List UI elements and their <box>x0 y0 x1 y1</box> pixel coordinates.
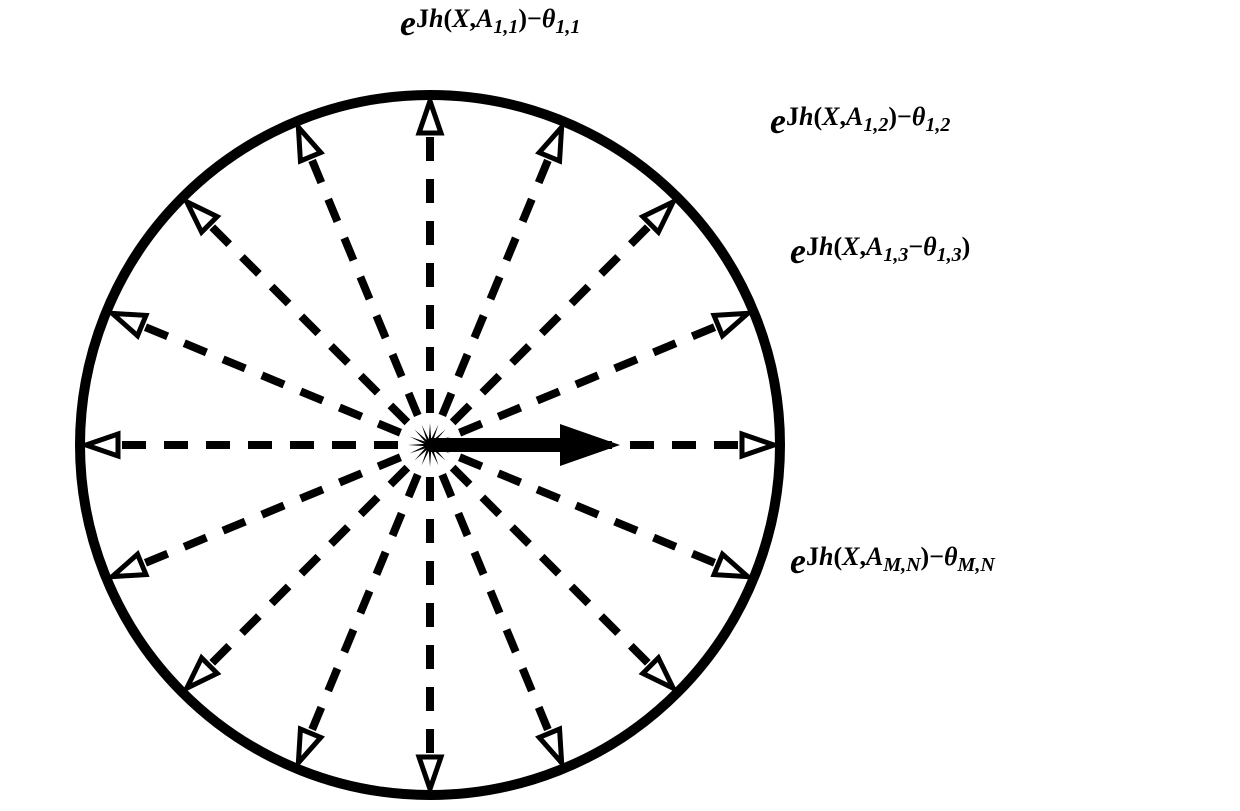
label-exponent: Jh(X,A1,3−θ1,3) <box>806 232 970 261</box>
label-exponent: Jh(X,A1,2)−θ1,2 <box>786 102 950 131</box>
label-l13: eJh(X,A1,3−θ1,3) <box>790 230 970 272</box>
label-base: e <box>790 231 806 271</box>
label-l12: eJh(X,A1,2)−θ1,2 <box>770 100 950 142</box>
label-base: e <box>790 541 806 581</box>
label-base: e <box>770 101 786 141</box>
label-lmn: eJh(X,AM,N)−θM,N <box>790 540 995 582</box>
label-base: e <box>400 3 416 43</box>
phasor-diagram <box>0 0 1240 811</box>
label-l11: eJh(X,A1,1)−θ1,1 <box>400 2 580 44</box>
label-exponent: Jh(X,A1,1)−θ1,1 <box>416 4 580 33</box>
label-exponent: Jh(X,AM,N)−θM,N <box>806 542 995 571</box>
